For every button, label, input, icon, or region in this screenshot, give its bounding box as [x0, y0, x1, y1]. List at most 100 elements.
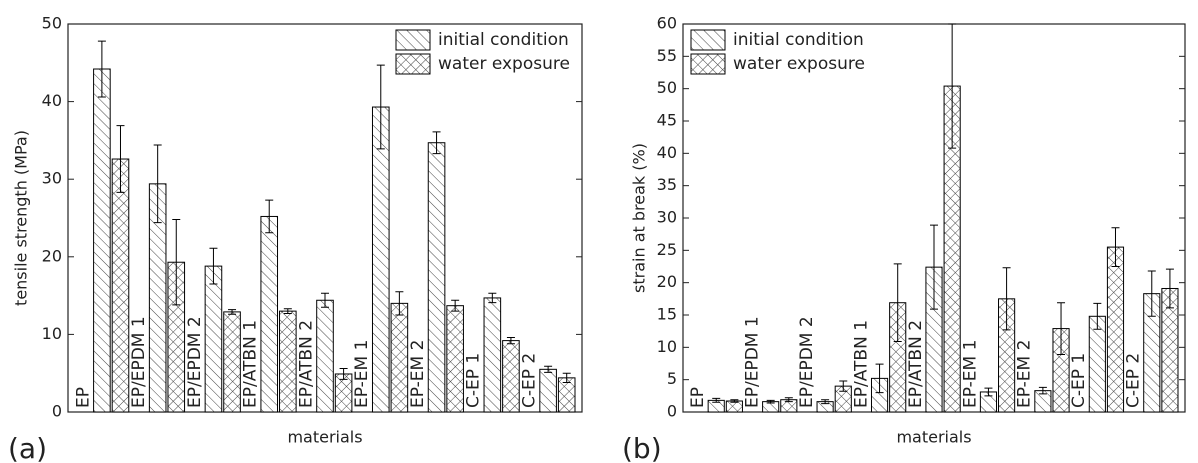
error-bar [283, 308, 292, 314]
error-bar [544, 365, 553, 373]
error-bar [1002, 267, 1011, 331]
error-bar [265, 199, 274, 234]
bar [371, 106, 390, 413]
error-bar [1111, 227, 1120, 267]
category-label: EP/EPDM 2 [797, 316, 817, 408]
error-bar [1093, 302, 1102, 330]
y-tick-label: 45 [657, 111, 677, 130]
category-label: C-EP 2 [520, 353, 540, 408]
error-bar [451, 299, 460, 312]
error-bar [321, 292, 329, 308]
bar [111, 158, 130, 413]
y-tick-label: 30 [42, 169, 62, 188]
category-label: EP/EPDM 1 [743, 316, 763, 408]
panel-label: (b) [622, 432, 662, 463]
category-label: C-EP 1 [1069, 353, 1089, 408]
error-bar [930, 224, 938, 310]
error-bar [209, 247, 218, 285]
category-label: EP [688, 387, 708, 408]
legend-label: initial condition [438, 30, 569, 50]
category-label: EP/ATBN 2 [296, 320, 316, 408]
error-bar [339, 368, 348, 380]
category-label: EP/ATBN 1 [851, 320, 871, 408]
error-bar [1038, 386, 1047, 395]
category-label: C-EP 2 [1124, 353, 1144, 408]
y-axis-label: strain at break (%) [630, 143, 649, 293]
bar [539, 368, 557, 413]
y-tick-label: 40 [657, 143, 677, 162]
error-bar [228, 309, 237, 315]
y-tick-label: 25 [657, 240, 677, 259]
legend-swatch [395, 29, 431, 51]
y-tick-label: 0 [52, 402, 62, 421]
error-bar [730, 399, 739, 403]
category-label: EP/ATBN 1 [241, 320, 261, 408]
y-tick-label: 20 [657, 272, 677, 291]
error-bar [1057, 302, 1066, 355]
error-bar [488, 292, 497, 304]
legend-swatch [690, 53, 726, 75]
error-bar [766, 399, 775, 404]
y-tick-label: 15 [657, 305, 677, 324]
bar [223, 311, 241, 413]
y-tick-label: 60 [657, 14, 677, 33]
bar [204, 265, 223, 413]
bar [390, 302, 409, 413]
y-tick-label: 10 [42, 324, 62, 343]
legend-label: water exposure [438, 54, 570, 74]
bar [260, 215, 279, 413]
error-bar [376, 64, 385, 150]
y-tick-label: 20 [42, 246, 62, 265]
bar [1106, 246, 1125, 413]
y-axis-label: tensile strength (MPa) [12, 130, 31, 306]
error-bar [506, 337, 515, 345]
category-label: C-EP 1 [464, 353, 484, 408]
category-label: EP-EM 2 [1015, 340, 1035, 408]
bar [502, 340, 520, 413]
x-axis-label: materials [896, 428, 971, 447]
category-label: EP-EM 1 [960, 340, 980, 408]
y-tick-label: 0 [667, 402, 677, 421]
error-bar [875, 363, 884, 394]
bar [279, 310, 297, 413]
error-bar [712, 397, 721, 403]
bar [316, 299, 334, 413]
category-label: EP [73, 387, 93, 408]
error-bar [821, 399, 830, 405]
panel-label: (a) [8, 432, 47, 463]
error-bar [432, 131, 441, 155]
category-label: EP/EPDM 1 [129, 316, 149, 408]
legend-swatch [395, 53, 431, 75]
y-tick-label: 35 [657, 175, 677, 194]
error-bar [984, 387, 993, 397]
legend-label: water exposure [733, 54, 865, 74]
y-tick-label: 40 [42, 91, 62, 110]
error-bar [562, 372, 571, 384]
bar [483, 297, 502, 413]
error-bar [395, 291, 404, 316]
category-label: EP-EM 2 [408, 340, 428, 408]
error-bar [153, 144, 162, 224]
error-bar [116, 125, 125, 193]
y-tick-label: 50 [657, 78, 677, 97]
error-bar [893, 263, 902, 343]
error-bar [948, 23, 957, 149]
y-tick-label: 10 [657, 337, 677, 356]
y-tick-label: 55 [657, 46, 677, 65]
category-label: EP-EM 1 [352, 340, 372, 408]
legend-label: initial condition [733, 30, 864, 50]
y-tick-label: 30 [657, 208, 677, 227]
error-bar [839, 380, 848, 392]
y-tick-label: 5 [667, 369, 677, 388]
error-bar [1147, 270, 1156, 317]
x-axis-label: materials [287, 428, 362, 447]
category-label: EP/ATBN 2 [906, 320, 926, 408]
error-bar [1165, 268, 1174, 309]
bar [93, 68, 111, 413]
y-tick-label: 50 [42, 14, 62, 33]
error-bar [172, 219, 181, 306]
category-label: EP/EPDM 2 [185, 316, 205, 408]
bar [427, 142, 446, 413]
legend-swatch [690, 29, 726, 51]
